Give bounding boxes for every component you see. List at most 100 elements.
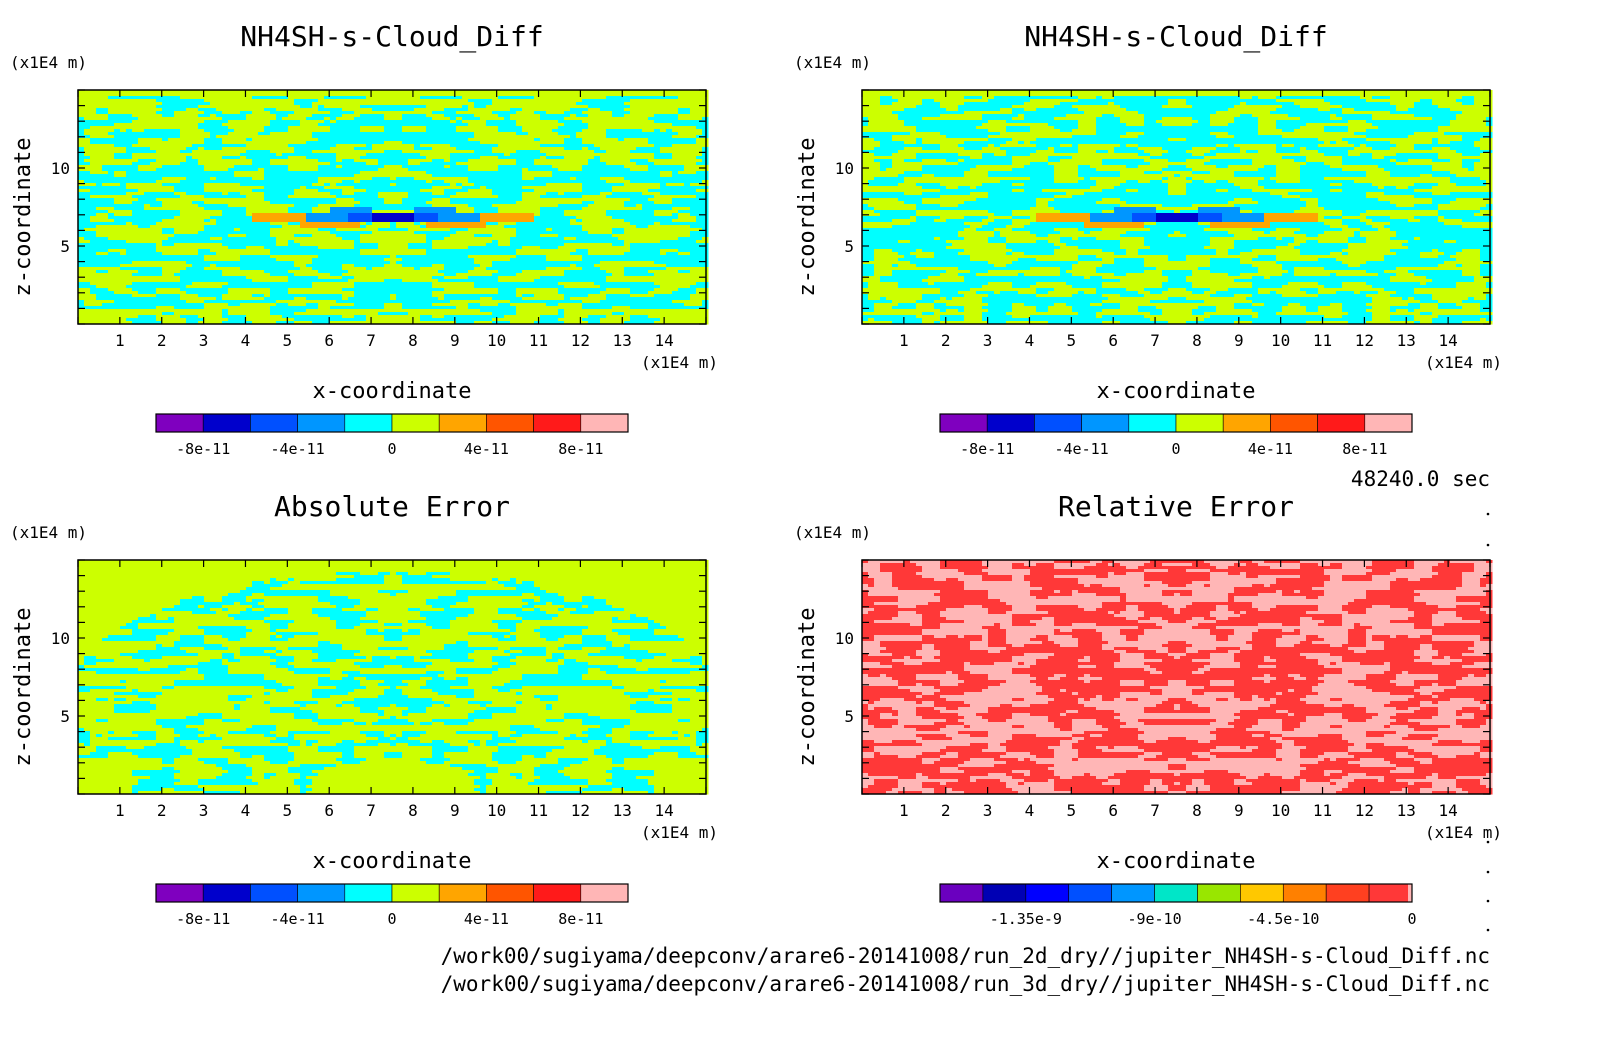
heatmap-cell — [606, 228, 613, 232]
heatmap-cell — [558, 192, 565, 196]
heatmap-cell — [210, 129, 217, 133]
heatmap-cell — [354, 156, 361, 160]
heatmap-cell — [660, 117, 667, 121]
heatmap-cell — [564, 126, 571, 130]
heatmap-cell — [426, 201, 433, 205]
heatmap-cell — [78, 93, 85, 97]
heatmap-cell — [294, 189, 301, 193]
heatmap-cell — [510, 216, 517, 220]
heatmap-cell — [678, 177, 685, 181]
heatmap-cell — [216, 126, 223, 130]
heatmap-cell — [114, 90, 121, 94]
heatmap-cell — [420, 213, 427, 217]
heatmap-cell — [312, 108, 319, 112]
heatmap-cell — [162, 141, 169, 145]
heatmap-cell — [330, 213, 337, 217]
heatmap-cell — [408, 177, 415, 181]
heatmap-cell — [426, 228, 433, 232]
heatmap-cell — [246, 183, 253, 187]
heatmap-cell — [120, 90, 127, 94]
heatmap-cell — [624, 153, 631, 157]
heatmap-cell — [204, 114, 211, 118]
heatmap-cell — [684, 99, 691, 103]
heatmap-cell — [372, 117, 379, 121]
heatmap-cell — [402, 189, 409, 193]
heatmap-cell — [672, 111, 679, 115]
heatmap-cell — [660, 198, 667, 202]
heatmap-cell — [666, 90, 673, 94]
heatmap-cell — [186, 120, 193, 124]
heatmap-cell — [342, 219, 349, 223]
heatmap-cell — [474, 225, 481, 229]
heatmap-cell — [174, 132, 181, 136]
heatmap-cell — [618, 222, 625, 226]
heatmap-cell — [78, 102, 85, 106]
heatmap-cell — [462, 111, 469, 115]
heatmap-cell — [114, 156, 121, 160]
heatmap-cell — [354, 204, 361, 208]
heatmap-cell — [582, 225, 589, 229]
heatmap-cell — [426, 117, 433, 121]
heatmap-cell — [348, 168, 355, 172]
heatmap-cell — [588, 102, 595, 106]
heatmap-cell — [576, 156, 583, 160]
heatmap-cell — [312, 150, 319, 154]
heatmap-cell — [474, 96, 481, 100]
heatmap-cell — [312, 120, 319, 124]
heatmap-cell — [414, 114, 421, 118]
y-unit-label: (x1E4 m) — [10, 53, 87, 72]
heatmap-cell — [90, 186, 97, 190]
heatmap-cell — [180, 222, 187, 226]
heatmap-cell — [414, 222, 421, 226]
heatmap-cell — [234, 195, 241, 199]
heatmap-cell — [456, 162, 463, 166]
heatmap-cell — [534, 120, 541, 124]
heatmap-cell — [312, 225, 319, 229]
heatmap-cell — [552, 144, 559, 148]
heatmap-cell — [438, 156, 445, 160]
heatmap-cell — [78, 126, 85, 130]
heatmap-cell — [432, 111, 439, 115]
heatmap-cell — [240, 99, 247, 103]
heatmap-cell — [660, 162, 667, 166]
heatmap-cell — [228, 111, 235, 115]
heatmap-cell — [462, 201, 469, 205]
heatmap-cell — [102, 150, 109, 154]
heatmap-cell — [486, 114, 493, 118]
heatmap-cell — [366, 180, 373, 184]
heatmap-cell — [492, 120, 499, 124]
heatmap-cell — [204, 132, 211, 136]
heatmap-cell — [426, 126, 433, 130]
heatmap-cell — [306, 192, 313, 196]
heatmap-cell — [198, 216, 205, 220]
heatmap-cell — [462, 204, 469, 208]
heatmap-cell — [162, 138, 169, 142]
heatmap-cell — [420, 180, 427, 184]
heatmap-cell — [480, 132, 487, 136]
heatmap-cell — [174, 135, 181, 139]
heatmap-cell — [630, 93, 637, 97]
heatmap-cell — [366, 144, 373, 148]
heatmap-cell — [534, 171, 541, 175]
heatmap-cell — [384, 228, 391, 232]
heatmap-cell — [246, 207, 253, 211]
heatmap-cell — [390, 117, 397, 121]
heatmap-cell — [576, 126, 583, 130]
heatmap-cell — [258, 123, 265, 127]
heatmap-cell — [492, 138, 499, 142]
heatmap-cell — [528, 183, 535, 187]
heatmap-cell — [294, 117, 301, 121]
heatmap-cell — [426, 180, 433, 184]
heatmap-cell — [438, 201, 445, 205]
heatmap-cell — [558, 210, 565, 214]
heatmap-cell — [462, 108, 469, 112]
heatmap-cell — [336, 192, 343, 196]
heatmap-cell — [258, 216, 265, 220]
heatmap-cell — [234, 186, 241, 190]
heatmap-cell — [396, 201, 403, 205]
heatmap-cell — [600, 186, 607, 190]
heatmap-cell — [216, 192, 223, 196]
heatmap-cell — [216, 159, 223, 163]
heatmap-cell — [582, 129, 589, 133]
heatmap-cell — [156, 201, 163, 205]
